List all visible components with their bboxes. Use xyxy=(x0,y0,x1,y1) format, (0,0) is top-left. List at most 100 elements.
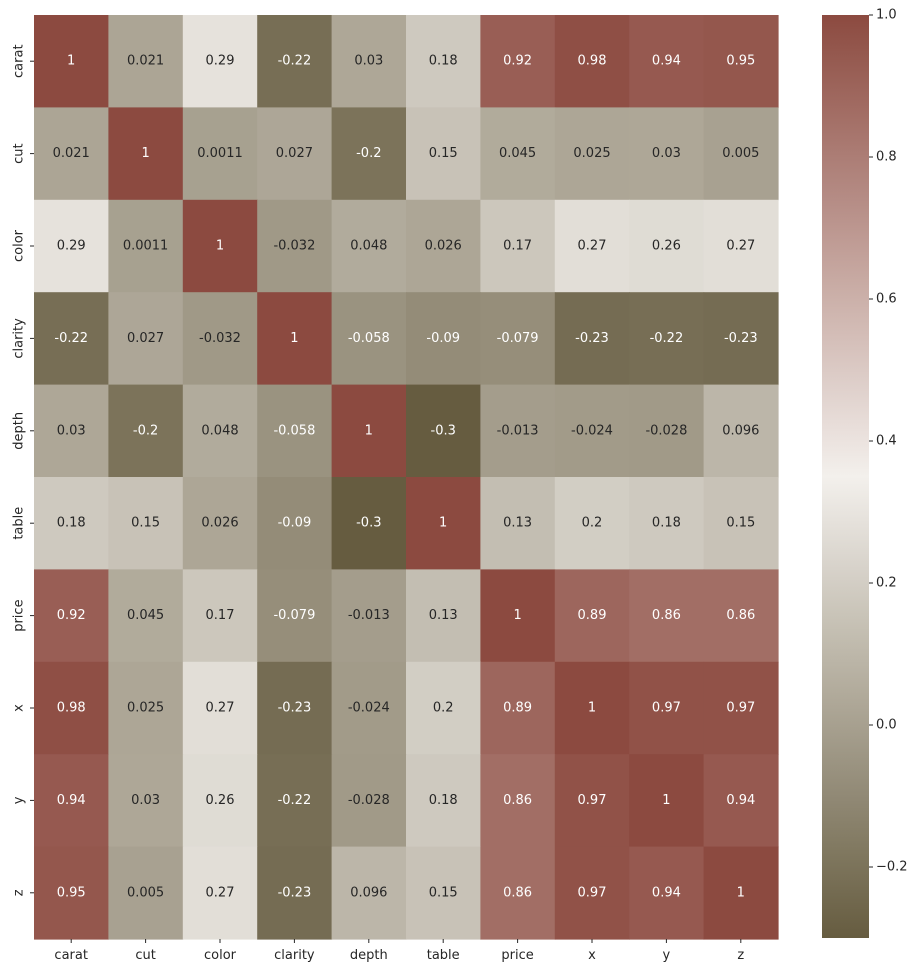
cell-value-label: -0.09 xyxy=(278,516,312,531)
x-tick-label: carat xyxy=(54,948,88,963)
heatmap-cell-carat-color xyxy=(182,15,258,108)
heatmap-cell-depth-price xyxy=(480,384,556,478)
heatmap-cell-cut-color xyxy=(182,107,258,201)
heatmap-cell-color-carat xyxy=(34,199,109,293)
heatmap-cell-table-carat xyxy=(34,477,109,570)
heatmap-cell-x-y xyxy=(629,661,705,755)
heatmap-cell-y-z xyxy=(703,754,779,848)
cell-value-label: -0.22 xyxy=(278,54,312,69)
heatmap-cell-clarity-price xyxy=(480,292,556,386)
colorbar-tick-label: 0.0 xyxy=(876,718,897,733)
cell-value-label: -0.2 xyxy=(133,423,158,438)
heatmap-cell-depth-carat xyxy=(34,384,109,478)
cell-value-label: 0.18 xyxy=(57,516,86,531)
cell-value-label: -0.028 xyxy=(645,423,687,438)
cell-value-label: 0.026 xyxy=(201,516,238,531)
cell-value-label: 0.29 xyxy=(57,239,86,254)
cell-value-label: 1 xyxy=(513,608,521,623)
y-tick-label: y xyxy=(12,796,27,804)
heatmap-cell-carat-y xyxy=(629,15,705,108)
cell-value-label: -0.032 xyxy=(273,239,315,254)
cell-value-label: 0.94 xyxy=(652,54,681,69)
heatmap-cell-color-z xyxy=(703,199,779,293)
cell-value-label: -0.23 xyxy=(724,331,758,346)
heatmap-cell-clarity-cut xyxy=(108,292,184,386)
y-tick-label: table xyxy=(12,507,27,540)
heatmap-cell-table-table xyxy=(406,477,481,570)
cell-value-label: -0.032 xyxy=(199,331,241,346)
heatmap-cell-x-depth xyxy=(331,661,407,755)
cell-value-label: 0.15 xyxy=(429,885,458,900)
cell-value-label: 0.27 xyxy=(206,701,235,716)
heatmap-cell-color-y xyxy=(629,199,705,293)
heatmap-cell-labels: 1 0.021 0.29 -0.22 0.03 0.18 0.92 0.98 0.94 0.95 0… xyxy=(53,54,760,901)
heatmap-cell-y-color xyxy=(182,754,258,848)
x-tick-label: table xyxy=(427,948,460,963)
x-tick-label: depth xyxy=(350,948,388,963)
heatmap-cell-y-price xyxy=(480,754,556,848)
cell-value-label: 1 xyxy=(67,54,75,69)
x-tick-label: clarity xyxy=(274,948,315,963)
cell-value-label: 0.94 xyxy=(57,793,86,808)
heatmap-cell-x-x xyxy=(554,661,630,755)
heatmap-cell-cut-y xyxy=(629,107,705,201)
heatmap-cell-depth-cut xyxy=(108,384,184,478)
cell-value-label: 1 xyxy=(290,331,298,346)
y-tick-label: x xyxy=(12,704,27,712)
cell-value-label: 1 xyxy=(141,146,149,161)
cell-value-label: 1 xyxy=(662,793,670,808)
heatmap-cell-price-z xyxy=(703,569,779,663)
heatmap-cell-table-price xyxy=(480,477,556,570)
cell-value-label: 0.2 xyxy=(433,701,454,716)
heatmap-cell-color-price xyxy=(480,199,556,293)
heatmap-cell-price-price xyxy=(480,569,556,663)
heatmap-cell-depth-clarity xyxy=(257,384,333,478)
cell-value-label: 1 xyxy=(439,516,447,531)
heatmap-cell-clarity-x xyxy=(554,292,630,386)
cell-value-label: -0.23 xyxy=(575,331,609,346)
heatmap-cell-price-color xyxy=(182,569,258,663)
heatmap-cell-table-clarity xyxy=(257,477,333,570)
heatmap-cell-z-price xyxy=(480,846,556,940)
heatmap-cell-clarity-carat xyxy=(34,292,109,386)
cell-value-label: -0.3 xyxy=(431,423,456,438)
colorbar-tick-label: 0.2 xyxy=(876,576,897,591)
heatmap-cell-price-table xyxy=(406,569,481,663)
heatmap-cell-y-table xyxy=(406,754,481,848)
heatmap-cell-price-y xyxy=(629,569,705,663)
heatmap-cell-carat-z xyxy=(703,15,779,108)
cell-value-label: 0.17 xyxy=(206,608,235,623)
heatmap-cell-color-clarity xyxy=(257,199,333,293)
cell-value-label: 0.27 xyxy=(578,239,607,254)
cell-value-label: -0.058 xyxy=(348,331,390,346)
cell-value-label: -0.013 xyxy=(348,608,390,623)
cell-value-label: 0.18 xyxy=(429,54,458,69)
heatmap-cell-color-x xyxy=(554,199,630,293)
cell-value-label: 0.0011 xyxy=(197,146,243,161)
heatmap-cell-depth-z xyxy=(703,384,779,478)
cell-value-label: 0.97 xyxy=(578,793,607,808)
colorbar-tick-label: 1.0 xyxy=(876,8,897,23)
heatmap-cell-clarity-depth xyxy=(331,292,407,386)
colorbar: 1.0 0.8 0.6 0.4 0.2 0.0 −0.2 xyxy=(822,8,908,938)
cell-value-label: 1 xyxy=(737,885,745,900)
cell-value-label: 0.13 xyxy=(503,516,532,531)
cell-value-label: 0.86 xyxy=(503,793,532,808)
cell-value-label: 0.03 xyxy=(57,423,86,438)
heatmap-cell-y-y xyxy=(629,754,705,848)
cell-value-label: 0.97 xyxy=(578,885,607,900)
cell-value-label: 0.03 xyxy=(354,54,383,69)
colorbar-tick-label: 0.6 xyxy=(876,292,897,307)
heatmap-cell-color-cut xyxy=(108,199,184,293)
cell-value-label: -0.024 xyxy=(348,701,390,716)
cell-value-label: 0.0011 xyxy=(123,239,169,254)
cell-value-label: 0.048 xyxy=(201,423,238,438)
x-tick-label: price xyxy=(501,948,533,963)
heatmap-cell-carat-x xyxy=(554,15,630,108)
cell-value-label: 0.29 xyxy=(206,54,235,69)
cell-value-label: 0.027 xyxy=(127,331,164,346)
heatmap-cell-cut-cut xyxy=(108,107,184,201)
x-tick-label: color xyxy=(204,948,237,963)
heatmap-cell-clarity-table xyxy=(406,292,481,386)
